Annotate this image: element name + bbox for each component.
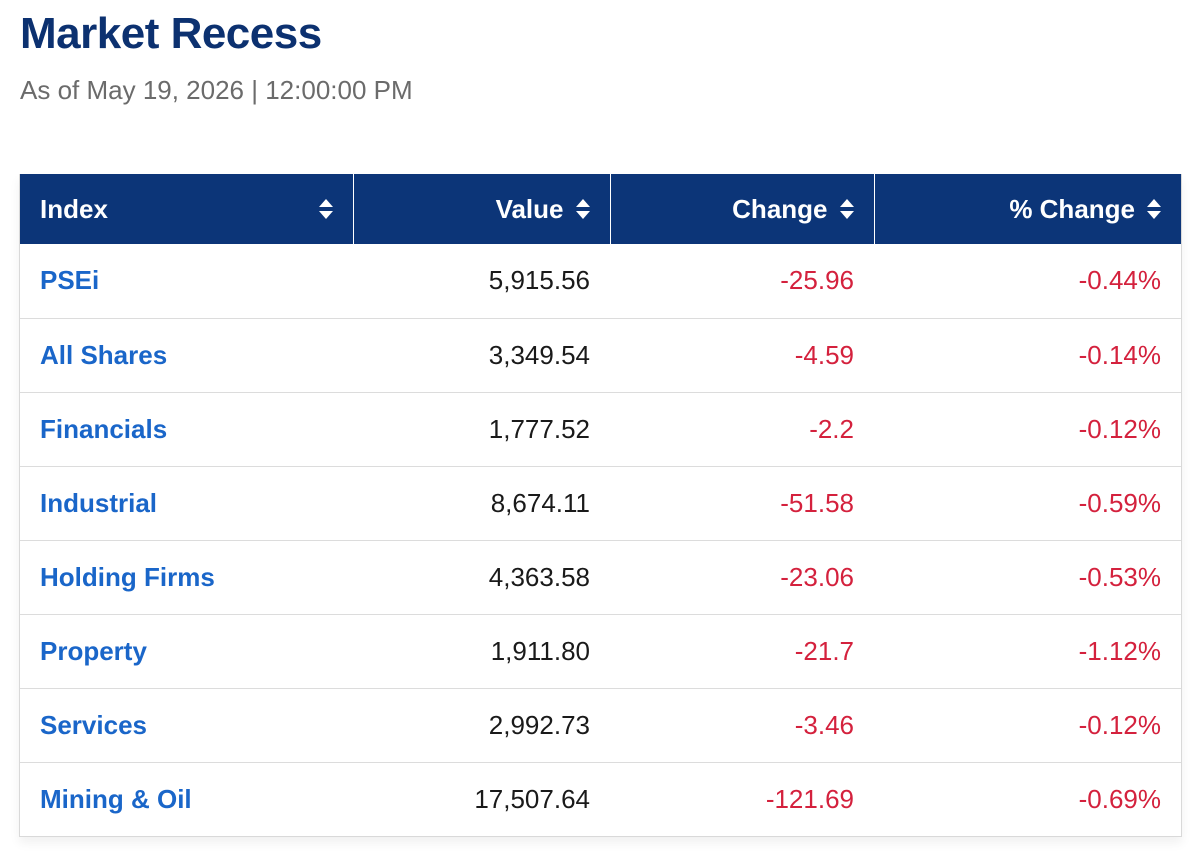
index-name-cell: Services: [20, 687, 353, 762]
pct-change-cell: -0.59%: [874, 465, 1181, 540]
table-row: Financials 1,777.52 -2.2 -0.12%: [20, 391, 1181, 466]
pct-change-cell: -0.14%: [874, 317, 1181, 392]
index-link[interactable]: Holding Firms: [40, 561, 215, 592]
table-row: PSEi 5,915.56 -25.96 -0.44%: [20, 244, 1181, 318]
value-cell: 1,911.80: [353, 613, 610, 688]
table-row: All Shares 3,349.54 -4.59 -0.14%: [20, 317, 1181, 392]
table-row: Industrial 8,674.11 -51.58 -0.59%: [20, 465, 1181, 540]
change-cell: -2.2: [610, 391, 874, 466]
index-link[interactable]: PSEi: [40, 265, 100, 296]
index-link[interactable]: Services: [40, 709, 147, 740]
index-table: Index Value Change: [20, 174, 1181, 836]
sort-icon[interactable]: [1147, 198, 1161, 220]
pct-change-cell: -0.44%: [1078, 265, 1161, 296]
change-cell: -23.06: [610, 539, 874, 614]
pct-change-cell: -0.12%: [874, 391, 1181, 466]
change-cell: -21.7: [610, 613, 874, 688]
column-header-change[interactable]: Change: [609, 174, 874, 244]
value-cell: 17,507.64: [353, 761, 610, 836]
sort-icon[interactable]: [839, 198, 854, 220]
pct-change-cell: -0.12%: [874, 687, 1181, 762]
table-row: Property 1,911.80 -21.7 -1.12%: [20, 613, 1181, 688]
column-header-change-label: Change: [732, 193, 828, 224]
pct-change-cell: -0.53%: [874, 539, 1181, 614]
change-cell: -25.96: [780, 265, 854, 296]
index-name-cell: Mining & Oil: [20, 761, 353, 836]
change-cell: -4.59: [610, 317, 874, 392]
table-row: Holding Firms 4,363.58 -23.06 -0.53%: [20, 539, 1181, 614]
value-cell: 2,992.73: [353, 687, 610, 762]
index-link[interactable]: Industrial: [40, 487, 158, 518]
header-row: Index Value Change: [20, 174, 1181, 244]
pct-change-cell: -0.69%: [874, 761, 1181, 836]
change-cell: -3.46: [610, 687, 874, 762]
value-cell: 5,915.56: [488, 265, 590, 296]
sort-icon[interactable]: [318, 198, 333, 220]
index-name-cell: Industrial: [20, 465, 353, 540]
column-header-value-label: Value: [495, 193, 564, 224]
column-header-index-label: Index: [40, 193, 108, 224]
index-name-cell: PSEi: [20, 244, 353, 318]
index-name-cell: Holding Firms: [20, 539, 353, 614]
index-link[interactable]: Property: [40, 635, 147, 666]
index-name-cell: Property: [20, 613, 353, 688]
table-body: PSEi 5,915.56 -25.96 -0.44% All Shares 3…: [20, 244, 1181, 836]
value-cell: 3,349.54: [353, 317, 610, 392]
table-header: Index Value Change: [20, 174, 1181, 244]
pct-change-cell: -1.12%: [874, 613, 1181, 688]
value-cell: 8,674.11: [353, 465, 610, 540]
column-header-pct-change[interactable]: % Change: [873, 174, 1181, 244]
index-link[interactable]: All Shares: [40, 339, 168, 370]
page-title: Market Recess: [20, 9, 322, 58]
column-header-pct-change-label: % Change: [1009, 193, 1135, 224]
change-cell: -51.58: [610, 465, 874, 540]
as-of-timestamp: As of May 19, 2026 | 12:00:00 PM: [20, 75, 413, 105]
sort-icon[interactable]: [575, 198, 590, 220]
table-row: Services 2,992.73 -3.46 -0.12%: [20, 687, 1181, 762]
value-cell: 4,363.58: [353, 539, 610, 614]
index-name-cell: All Shares: [20, 317, 353, 392]
index-link[interactable]: Financials: [40, 413, 168, 444]
column-header-value[interactable]: Value: [352, 174, 610, 244]
market-index-table: Index Value Change: [19, 174, 1182, 837]
value-cell: 1,777.52: [353, 391, 610, 466]
column-header-index[interactable]: Index: [20, 174, 353, 244]
index-name-cell: Financials: [20, 391, 353, 466]
table-row: Mining & Oil 17,507.64 -121.69 -0.69%: [20, 761, 1181, 836]
change-cell: -121.69: [610, 761, 874, 836]
index-link[interactable]: Mining & Oil: [40, 783, 192, 814]
